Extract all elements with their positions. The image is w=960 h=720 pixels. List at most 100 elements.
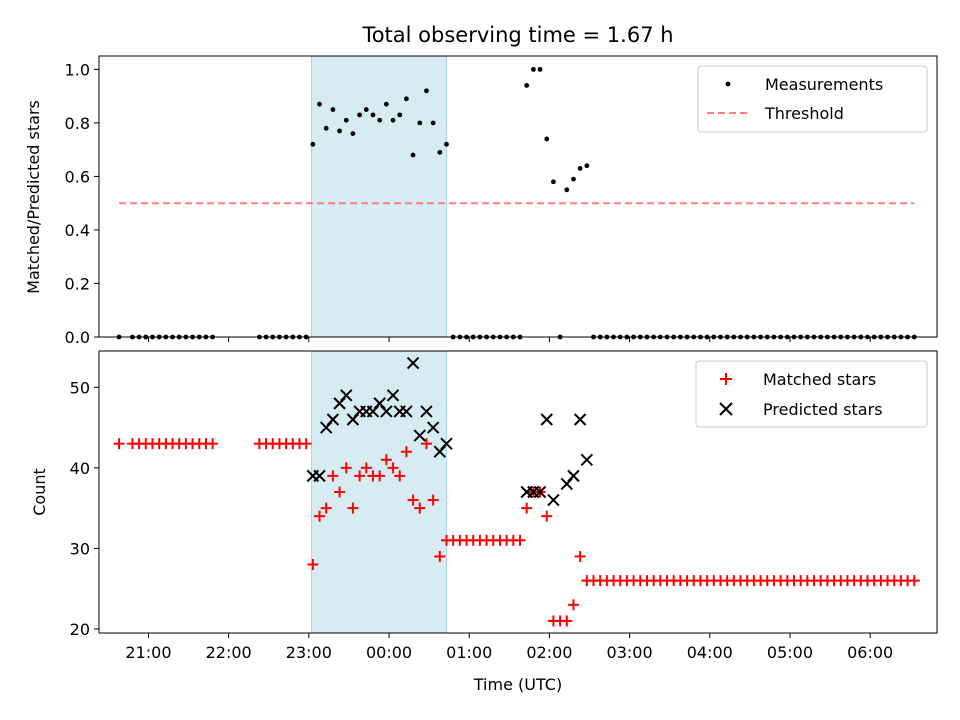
x-tick-label: 06:00 <box>847 643 893 662</box>
matched-star-point <box>380 454 392 466</box>
matched-star-point <box>340 462 352 474</box>
measurement-point <box>357 112 363 118</box>
matched-star-point <box>541 510 553 522</box>
measurement-point <box>404 96 409 102</box>
legend-matched-marker <box>720 373 732 385</box>
x-tick-label: 21:00 <box>125 643 171 662</box>
matched-star-point <box>307 559 319 571</box>
chart-title: Total observing time = 1.67 h <box>361 23 673 47</box>
matched-star-point <box>374 470 386 482</box>
measurement-point <box>551 179 556 185</box>
matched-star-point <box>113 438 125 450</box>
bottom-highlight-span <box>311 350 447 634</box>
matched-star-point <box>387 462 399 474</box>
y-tick-label: 0.0 <box>65 328 90 347</box>
top-y-axis-label: Matched/Predicted stars <box>24 100 43 294</box>
measurement-point <box>584 163 590 169</box>
x-tick-label: 22:00 <box>206 643 252 662</box>
matched-star-point <box>347 502 359 514</box>
matched-star-point <box>574 550 586 562</box>
predicted-star-point <box>326 413 340 426</box>
matched-star-point <box>567 599 579 611</box>
matched-star-point <box>314 510 326 522</box>
legend-measurements-marker <box>725 81 731 87</box>
predicted-star-point <box>540 413 553 426</box>
predicted-star-point <box>413 429 426 442</box>
bottom-y-ticks: 20 30 40 50 <box>70 378 99 639</box>
y-tick-label: 30 <box>70 539 90 558</box>
top-y-ticks: 0.0 0.2 0.4 0.6 0.8 1.0 <box>65 60 99 347</box>
highlight-span <box>311 55 447 338</box>
predicted-star-point <box>440 437 453 450</box>
x-tick-label: 05:00 <box>767 643 813 662</box>
measurement-point <box>577 166 583 171</box>
matched-star-point <box>427 494 439 506</box>
measurement-point <box>537 66 543 72</box>
y-tick-label: 1.0 <box>65 60 90 79</box>
matched-star-point <box>354 470 366 482</box>
predicted-star-point <box>573 413 587 426</box>
measurement-point <box>410 152 416 158</box>
matched-star-point <box>400 446 412 458</box>
measurement-point <box>424 88 429 94</box>
measurement-point <box>363 107 369 112</box>
x-tick-label: 02:00 <box>526 643 572 662</box>
matched-star-point <box>327 470 339 482</box>
predicted-star-point <box>567 469 580 483</box>
predicted-star-point <box>420 405 433 418</box>
predicted-star-point <box>533 485 547 499</box>
legend-measurements-label: Measurements <box>765 75 883 94</box>
predicted-star-point <box>406 356 420 370</box>
matched-star-point <box>300 438 312 450</box>
legend-matched-label: Matched stars <box>763 370 876 389</box>
bottom-legend: Matched stars Predicted stars <box>695 360 928 428</box>
y-tick-label: 50 <box>70 378 90 397</box>
measurement-point <box>390 117 396 123</box>
highlight-span <box>311 350 447 634</box>
measurement-point <box>417 120 423 126</box>
measurement-point <box>377 117 383 123</box>
x-tick-label: 23:00 <box>286 643 332 662</box>
matched-star-point <box>207 438 219 450</box>
matched-star-point <box>394 470 406 482</box>
bottom-y-axis-label: Count <box>30 468 49 516</box>
predicted-star-point <box>426 421 440 434</box>
x-tick-label: 04:00 <box>687 643 733 662</box>
y-tick-label: 0.8 <box>65 114 90 133</box>
measurement-point <box>571 176 576 182</box>
matched-star-point <box>908 575 920 587</box>
y-tick-label: 0.6 <box>65 167 90 186</box>
matched-star-point <box>521 502 533 514</box>
measurement-point <box>350 131 356 137</box>
top-legend: Measurements Threshold <box>697 65 928 133</box>
y-tick-label: 0.2 <box>65 274 90 293</box>
top-highlight-span <box>311 55 447 338</box>
measurement-point <box>430 120 436 126</box>
matched-star-point <box>420 438 432 450</box>
matched-star-point <box>320 502 332 514</box>
predicted-star-point <box>340 389 353 402</box>
predicted-star-point <box>547 493 560 507</box>
top-x-ticks <box>147 337 871 342</box>
y-tick-label: 40 <box>70 459 90 478</box>
measurement-point <box>330 107 336 112</box>
measurement-point <box>343 117 349 123</box>
measurement-point <box>530 66 536 72</box>
bottom-plot-frame <box>98 350 938 634</box>
matched-star-point <box>360 462 372 474</box>
matched-star-point <box>407 494 419 506</box>
matched-star-point <box>561 615 573 627</box>
measurement-point <box>544 136 550 142</box>
legend-threshold-label: Threshold <box>764 104 844 123</box>
predicted-star-point <box>386 389 400 402</box>
measurement-point <box>437 149 443 155</box>
measurement-point <box>564 187 570 193</box>
bottom-x-ticks: 21:00 22:00 23:00 00:00 01:00 02:00 03:00 04:00… <box>125 633 893 662</box>
legend-predicted-label: Predicted stars <box>763 400 883 419</box>
x-tick-label: 01:00 <box>446 643 492 662</box>
bottom-panel: 20 30 40 50 21:00 22:00 23:00 00:00 01:00 02:00 0… <box>30 350 938 694</box>
x-axis-label: Time (UTC) <box>473 675 562 694</box>
predicted-star-point <box>313 469 326 483</box>
matched-star-point <box>514 534 526 546</box>
